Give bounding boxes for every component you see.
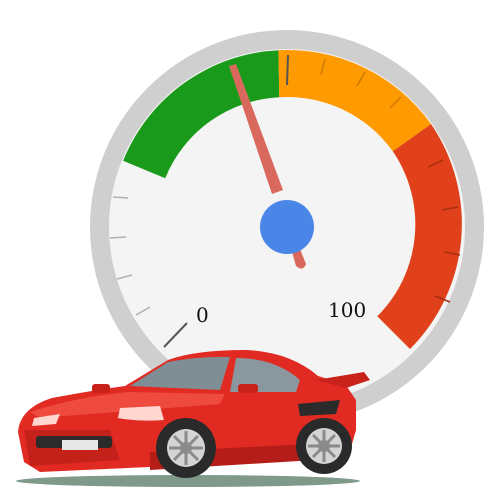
needle-pointer [229,64,283,194]
orange-zone-arc [278,49,432,152]
gauge-tick [116,274,133,280]
gauge-needle [229,64,314,269]
gauge-tick [320,58,326,76]
gauge-tick [434,295,451,303]
car-headlight-left [32,414,60,426]
gauge-tick [443,251,461,256]
car-side-vent [298,400,340,416]
car-license-plate [62,440,98,450]
gauge-max-label: 100 [328,298,366,322]
car-ground-shadow [16,475,360,487]
gauge-tick [427,159,444,168]
gauge-tick [286,54,289,86]
gauge-tick [356,71,366,87]
rear-wheel [296,418,352,474]
gauge-min-label: 0 [196,303,209,327]
needle-tail [292,249,306,269]
car-headlight [118,406,164,421]
gauge-ticks [109,54,461,348]
gauge-tick [389,96,402,109]
car-spoiler [316,372,370,388]
speed-gauge: 0 100 [90,30,484,424]
front-wheel [156,418,216,478]
gauge-tick [109,236,127,239]
gauge-tick [135,306,151,316]
car-front-mirror [92,384,110,393]
gauge-tick [163,322,188,348]
needle-hub [260,200,314,254]
red-zone-arc [377,124,462,349]
car-mirror [238,384,258,393]
car-windshield [130,356,230,390]
red-sports-car-icon [16,350,370,487]
gauge-tick [112,196,129,199]
car-side-window [230,358,300,392]
gauge-tick [441,206,459,211]
car-hood-shade [30,392,225,418]
